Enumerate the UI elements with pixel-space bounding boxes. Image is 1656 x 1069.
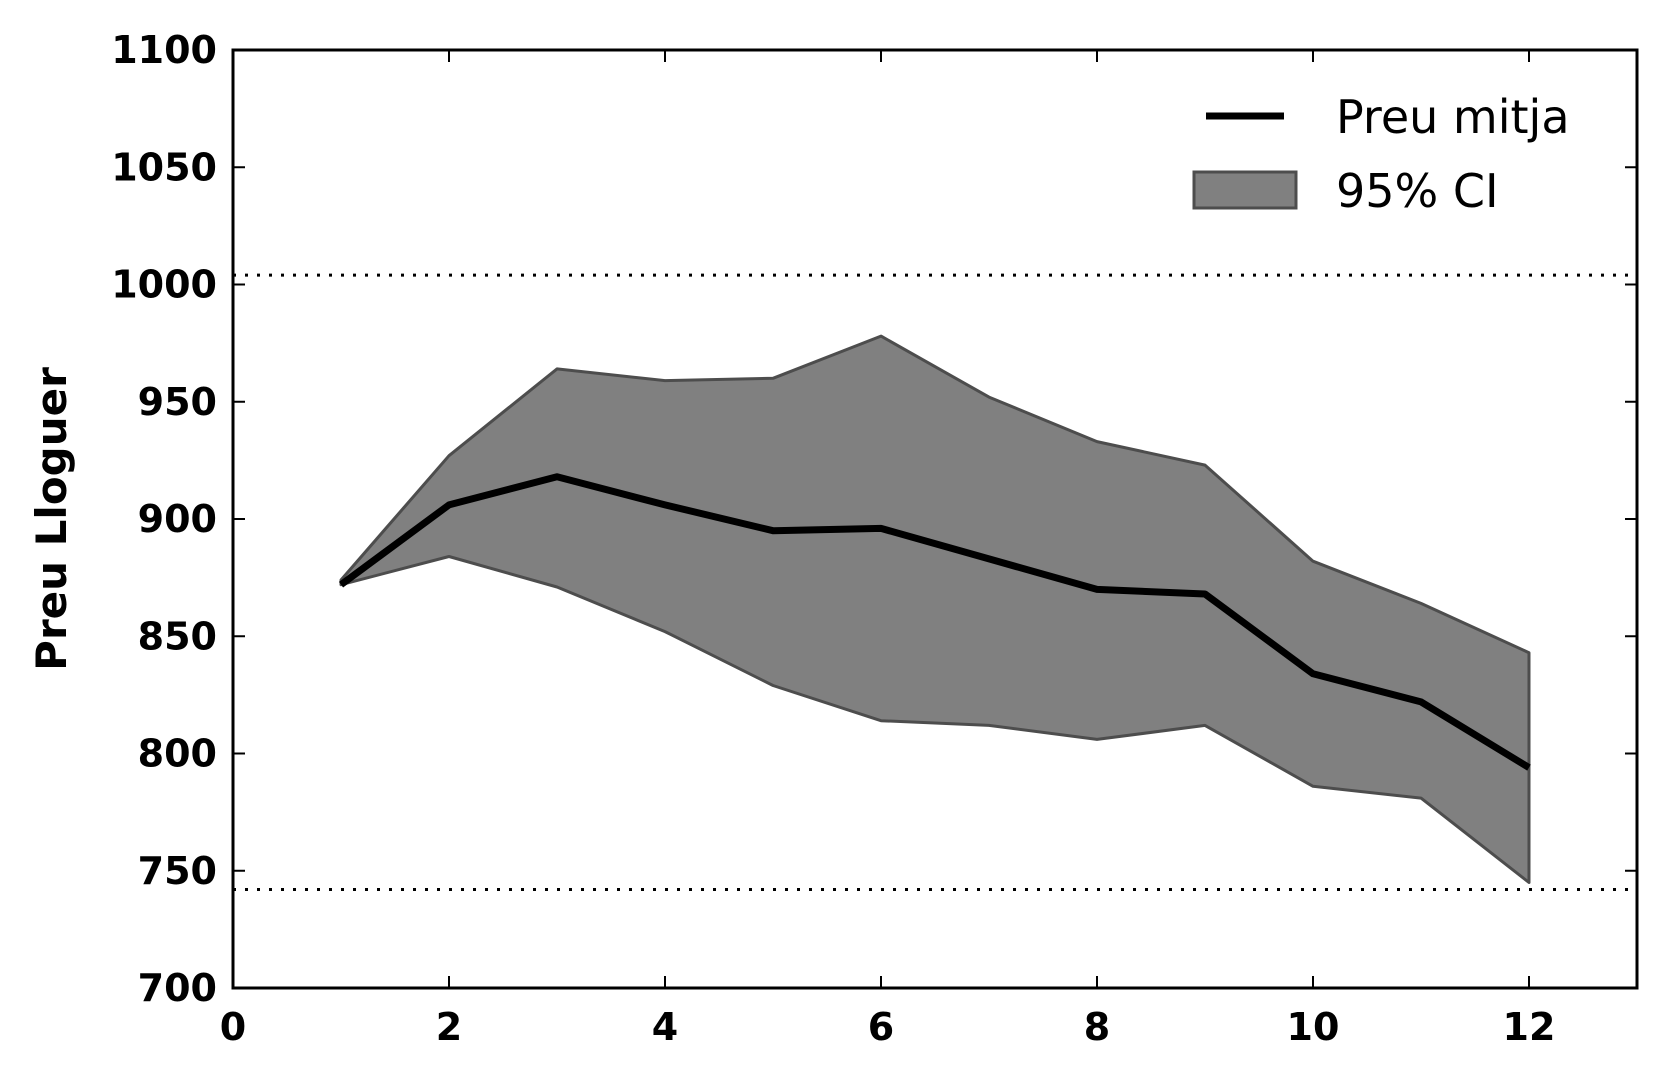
ci-band-layer xyxy=(339,334,1531,884)
y-axis-title: Preu Lloguer xyxy=(27,367,76,671)
y-tick-label-850: 850 xyxy=(138,614,217,658)
legend-label-ci: 95% CI xyxy=(1336,164,1499,218)
x-tick-label-12: 12 xyxy=(1503,1005,1556,1049)
x-tick-label-0: 0 xyxy=(220,1005,246,1049)
y-tick-label-700: 700 xyxy=(138,966,217,1010)
x-tick-label-2: 2 xyxy=(436,1005,462,1049)
y-tick-label-750: 750 xyxy=(138,849,217,893)
y-tick-label-1100: 1100 xyxy=(111,28,217,72)
y-tick-label-950: 950 xyxy=(138,380,217,424)
y-tick-label-1050: 1050 xyxy=(111,145,217,189)
mean-line-layer xyxy=(338,473,1531,771)
y-tick-label-1000: 1000 xyxy=(111,263,217,307)
axis-ticks xyxy=(232,49,1637,989)
y-tick-label-900: 900 xyxy=(138,497,217,541)
x-tick-label-6: 6 xyxy=(868,1005,894,1049)
legend-label-mean: Preu mitja xyxy=(1336,90,1570,144)
x-tick-label-8: 8 xyxy=(1084,1005,1110,1049)
y-tick-labels: 700 750 800 850 900 950 1000 1050 1100 xyxy=(111,28,217,1010)
ci-band xyxy=(339,334,1531,884)
x-tick-labels: 0 2 4 6 8 10 12 xyxy=(220,1005,1556,1049)
legend-band-swatch xyxy=(1192,170,1298,210)
x-tick-label-10: 10 xyxy=(1287,1005,1340,1049)
mean-line xyxy=(338,473,1531,771)
y-tick-label-800: 800 xyxy=(138,732,217,776)
legend: Preu mitja 95% CI xyxy=(1192,90,1570,218)
x-tick-label-4: 4 xyxy=(652,1005,678,1049)
